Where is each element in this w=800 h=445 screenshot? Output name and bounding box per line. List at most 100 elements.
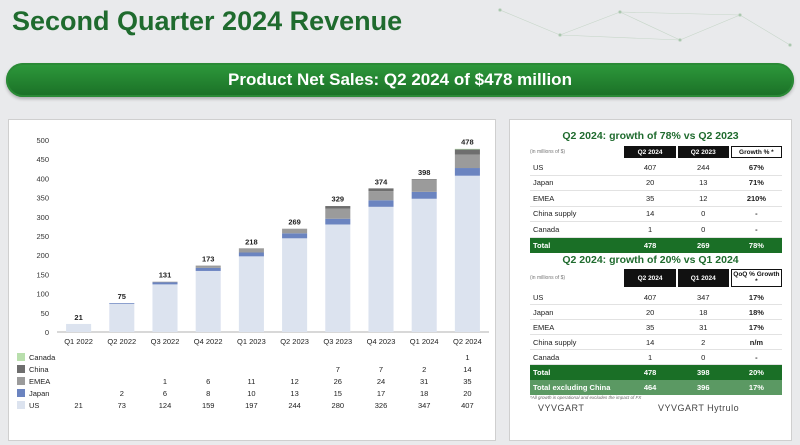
bar-total-label: 329 [332,195,345,204]
table2-title: Q2 2024: growth of 20% vs Q1 2024 [562,254,739,266]
bar-segment-us [238,256,264,332]
data-table-cell: 159 [202,401,215,410]
data-table-cell: 18 [420,389,428,398]
bar-segment-us [282,238,308,332]
data-table-cell: 6 [163,389,167,398]
table1-header-cell: Q2 2024 [624,146,676,158]
table-row: Japan 20 18 18% [530,305,782,320]
legend-swatch-japan [17,389,25,397]
table1-header-cell: Q2 2023 [677,146,729,158]
bar-total-label: 478 [461,137,474,146]
table1-header: (in millions of $) Q2 2024 Q2 2023 Growt… [530,146,782,158]
bar-segment-emea [411,179,437,192]
y-tick-label: 350 [36,194,49,203]
data-table-cell: 1 [465,353,469,362]
table-cell: n/m [749,337,764,347]
data-table-cell: 7 [336,365,340,374]
table-cell: 20 [645,178,655,188]
bar-segment-china [411,179,437,180]
bar-segment-emea [454,154,480,169]
y-tick-label: 450 [36,155,49,164]
bar-total-label: 398 [418,168,431,177]
y-tick-label: 500 [36,136,49,145]
table-total-row: Total 478 398 20% [530,365,782,380]
table-cell: 464 [643,383,657,392]
table-cell: 67% [748,162,764,172]
x-tick-label: Q3 2022 [151,337,180,346]
data-table-cell: 11 [248,377,256,386]
table-cell: 210% [746,193,767,203]
table-cell: 2 [701,337,706,347]
table-row: US 407 244 67% [530,160,782,176]
data-table-cell: 326 [375,401,388,410]
table-cell: - [755,209,758,219]
x-tick-label: Q3 2023 [323,337,352,346]
table-subtotal-row: Total excluding China 464 396 17% [530,380,782,395]
page-title: Second Quarter 2024 Revenue [12,6,403,36]
table-cell: 478 [643,240,657,250]
table-cell: China supply [533,337,577,347]
table-cell: Japan [533,178,554,188]
table-cell: 17% [748,322,764,332]
data-table-cell: 24 [377,377,385,386]
bar-segment-us [454,175,480,332]
table-cell: 1 [648,352,653,362]
legend-label: Canada [29,353,56,362]
logo-text: VYVGART Hytrulo [658,403,740,413]
banner: Product Net Sales: Q2 2024 of $478 milli… [6,63,794,97]
table-cell: 71% [748,178,764,188]
x-tick-label: Q2 2023 [280,337,309,346]
table-cell: EMEA [533,193,555,203]
table-cell: China supply [533,209,577,219]
table2-header: (in millions of $) Q2 2024 Q1 2024 QoQ %… [530,269,782,287]
x-tick-label: Q4 2023 [367,337,396,346]
network-decoration [498,8,792,47]
data-table-cell: 15 [334,389,342,398]
table-cell: 269 [697,240,710,250]
bar-segment-japan [368,200,394,207]
bar-segment-japan [454,168,480,176]
y-tick-label: 400 [36,174,49,183]
table-cell: Total excluding China [533,383,611,392]
table-cell: - [755,352,758,362]
vyvgart-logo: VYVGART [538,403,584,413]
data-table-cell: 124 [159,401,172,410]
data-table-cell: 1 [163,377,167,386]
table2-header-cell: QoQ % Growth * [730,269,782,287]
bar-segment-japan [325,218,351,225]
data-table-cell: 73 [118,401,126,410]
data-table-cell: 347 [418,401,431,410]
table-cell: 407 [643,162,657,172]
x-tick-label: Q2 2024 [453,337,482,346]
table-cell: 20 [645,307,655,317]
bar-total-label: 269 [288,218,301,227]
bar-total-label: 21 [74,313,82,322]
x-tick-label: Q1 2024 [410,337,439,346]
legend-label: China [29,365,49,374]
data-table-cell: 197 [245,401,258,410]
table-cell: 17% [748,383,764,392]
bar-segment-us [195,270,221,332]
x-tick-label: Q2 2022 [107,337,136,346]
data-table-cell: 10 [247,389,255,398]
table-cell: 14 [645,337,655,347]
table-cell: 18% [748,307,764,317]
bar-segment-us [411,198,437,332]
table-row: EMEA 35 31 17% [530,320,782,335]
y-tick-label: 250 [36,232,49,241]
bar-segment-emea [325,208,351,219]
bar-total-label: 218 [245,237,258,246]
table-cell: - [755,224,758,234]
bar-total-label: 75 [118,292,126,301]
table-cell: 347 [697,292,710,302]
bar-segment-emea [368,191,394,201]
bar-segment-japan [195,267,221,271]
table-row: EMEA 35 12 210% [530,191,782,207]
bar-segment-china [325,206,351,209]
table-cell: 398 [697,368,710,377]
table-cell: 0 [701,224,706,234]
table-cell: 78% [748,240,764,250]
x-tick-label: Q4 2022 [194,337,223,346]
data-table-cell: 35 [463,377,471,386]
bar-segment-japan [238,252,264,257]
